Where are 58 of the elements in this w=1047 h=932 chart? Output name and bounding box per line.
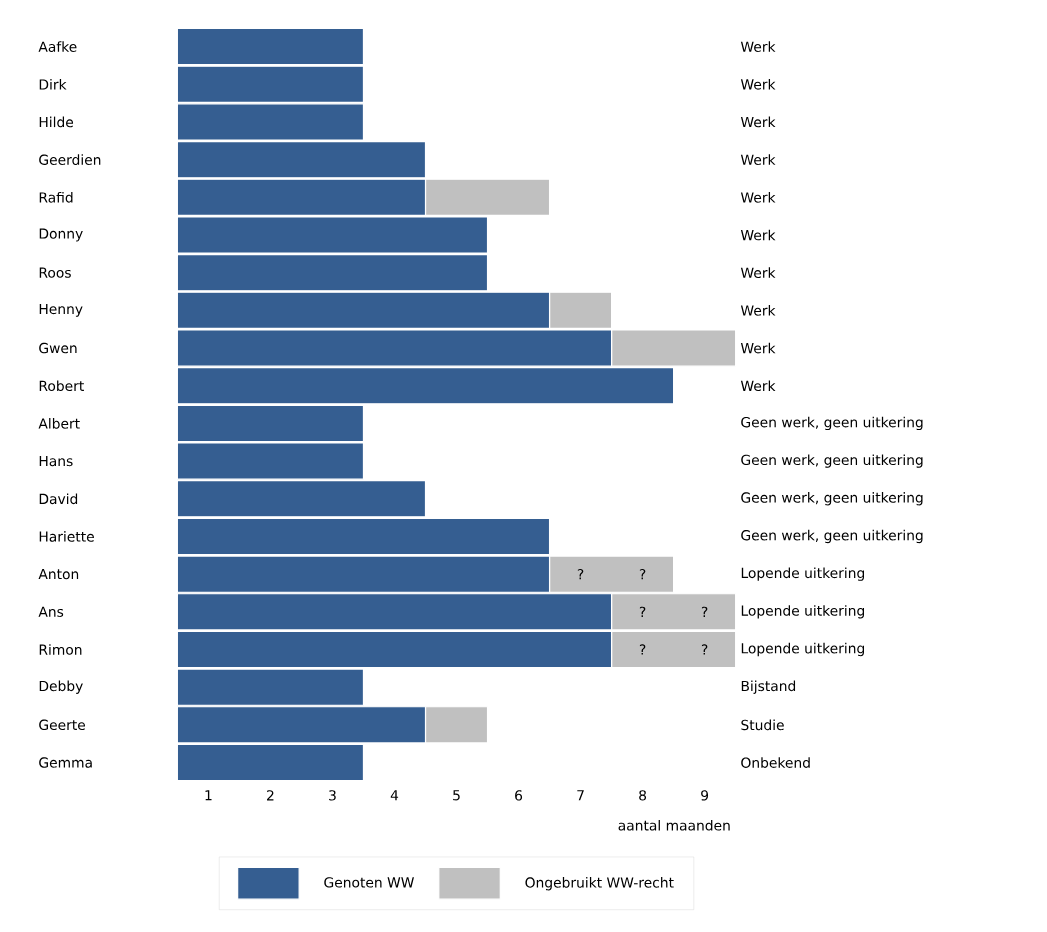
y2-tick-label: Werk bbox=[740, 229, 776, 241]
y-tick-label: Geerdien bbox=[39, 154, 101, 165]
x-tick-label: 1 bbox=[205, 790, 212, 801]
y2-tick-label: Werk bbox=[740, 342, 776, 354]
x-tick-label: 8 bbox=[639, 790, 647, 801]
y-tick-label: Gwen bbox=[39, 342, 77, 354]
x-tick-label: 2 bbox=[267, 790, 274, 801]
y2-tick-label: Werk bbox=[740, 267, 776, 278]
y2-tick-label: Geen werk, geen uitkering bbox=[741, 492, 923, 506]
y-tick-label: Geerte bbox=[39, 719, 86, 731]
annotation: ? bbox=[701, 644, 708, 655]
y-tick-label: Henny bbox=[39, 303, 83, 317]
y-tick-label: Hariette bbox=[39, 531, 94, 542]
annotation: ? bbox=[639, 606, 646, 617]
y-tick-label: Anton bbox=[38, 568, 79, 580]
x-tick-label: 5 bbox=[453, 790, 460, 801]
y-tick-label: Rimon bbox=[39, 644, 82, 655]
y-tick-label: Hans bbox=[39, 455, 73, 467]
x-tick-label: 9 bbox=[701, 790, 709, 801]
y2-tick-label: Studie bbox=[741, 719, 784, 731]
x-axis-title: aantal maanden bbox=[618, 819, 730, 831]
y-tick-label: Rafid bbox=[39, 191, 73, 203]
y2-tick-label: Geen werk, geen uitkering bbox=[741, 529, 923, 544]
y2-tick-label: Lopende uitkering bbox=[741, 642, 865, 657]
y-tick-label: Ans bbox=[38, 606, 64, 617]
y2-tick-label: Onbekend bbox=[741, 757, 810, 768]
y2-tick-label: Werk bbox=[740, 304, 776, 316]
x-tick-label: 3 bbox=[329, 790, 336, 801]
annotation: ? bbox=[577, 568, 584, 580]
y2-tick-label: Werk bbox=[740, 41, 776, 52]
legend-label: Genoten WW bbox=[324, 877, 414, 888]
y-tick-label: Dirk bbox=[39, 78, 67, 90]
x-tick-label: 4 bbox=[390, 790, 399, 801]
y-tick-label: Roos bbox=[39, 267, 71, 278]
y2-tick-label: Lopende uitkering bbox=[741, 605, 865, 619]
y-tick-label: Robert bbox=[39, 380, 84, 392]
annotation: ? bbox=[639, 568, 646, 580]
y2-tick-label: Geen werk, geen uitkering bbox=[741, 416, 923, 431]
y-tick-label: Donny bbox=[39, 228, 83, 242]
y-tick-label: Gemma bbox=[39, 757, 92, 768]
y2-tick-label: Werk bbox=[740, 380, 776, 392]
y2-tick-label: Werk bbox=[740, 78, 776, 90]
y2-tick-label: Lopende uitkering bbox=[741, 567, 865, 581]
y-tick-label: Debby bbox=[39, 680, 83, 694]
annotation: ? bbox=[639, 644, 646, 655]
y2-tick-label: Geen werk, geen uitkering bbox=[741, 454, 923, 468]
x-tick-label: 7 bbox=[577, 790, 584, 801]
y2-tick-label: Bijstand bbox=[741, 680, 796, 694]
x-tick-label: 6 bbox=[515, 790, 523, 801]
y-tick-label: Hilde bbox=[39, 116, 74, 128]
y2-tick-label: Werk bbox=[740, 116, 776, 128]
legend-label: Ongebruikt WW-recht bbox=[525, 876, 674, 891]
y2-tick-label: Werk bbox=[740, 154, 776, 165]
annotation: ? bbox=[701, 606, 708, 617]
y-tick-label: Albert bbox=[38, 418, 80, 429]
y-tick-label: David bbox=[39, 493, 78, 505]
y-tick-label: Aafke bbox=[38, 41, 77, 52]
y2-tick-label: Werk bbox=[740, 191, 776, 203]
